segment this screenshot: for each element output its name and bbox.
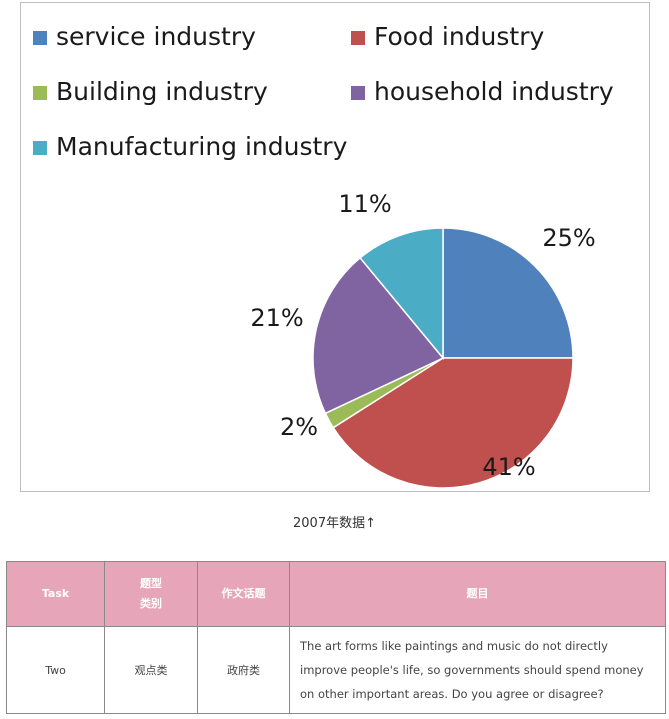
table-header-row: Task 题型类别 作文话题 题目 <box>6 561 666 627</box>
legend-label: service industry <box>56 22 256 51</box>
header-task: Task <box>6 561 105 627</box>
legend-swatch <box>33 141 47 155</box>
slice-data-label: 21% <box>250 304 303 332</box>
slice-data-label: 41% <box>482 453 535 481</box>
cell-question-type: 观点类 <box>104 626 198 714</box>
task-table: Task 题型类别 作文话题 题目 Two 观点类 政府类 The art fo… <box>6 561 666 714</box>
chart-caption: 2007年数据↑ <box>293 516 376 531</box>
slice-data-label: 11% <box>338 190 391 218</box>
header-question-type: 题型 类别 <box>104 561 198 627</box>
table-row: Two 观点类 政府类 The art forms like paintings… <box>6 626 666 714</box>
legend-swatch <box>33 31 47 45</box>
legend-label: Building industry <box>56 77 268 106</box>
header-question-type-line: 类别 <box>140 597 162 610</box>
pie-slice <box>312 256 445 415</box>
cell-task: Two <box>6 626 105 714</box>
pie-chart: service industry Food industry Building in… <box>33 22 614 489</box>
legend-label: Food industry <box>374 22 545 51</box>
cell-topic-category: 政府类 <box>197 626 290 714</box>
pie-slice <box>442 227 574 359</box>
header-topic-category: 作文话题 <box>197 561 290 627</box>
pie-slice <box>359 227 444 361</box>
header-question-type-line: 题型 <box>140 577 162 590</box>
legend-swatch <box>351 86 365 100</box>
legend-swatch <box>351 31 365 45</box>
legend-label: household industry <box>374 77 614 106</box>
legend-swatch <box>33 86 47 100</box>
slice-data-label: 2% <box>280 413 318 441</box>
cell-question-text: The art forms like paintings and music d… <box>289 626 666 714</box>
pie-chart-frame: service industry Food industry Building in… <box>20 2 650 492</box>
legend-label: Manufacturing industry <box>56 132 348 161</box>
slice-data-label: 25% <box>542 224 595 252</box>
header-question: 题目 <box>289 561 666 627</box>
